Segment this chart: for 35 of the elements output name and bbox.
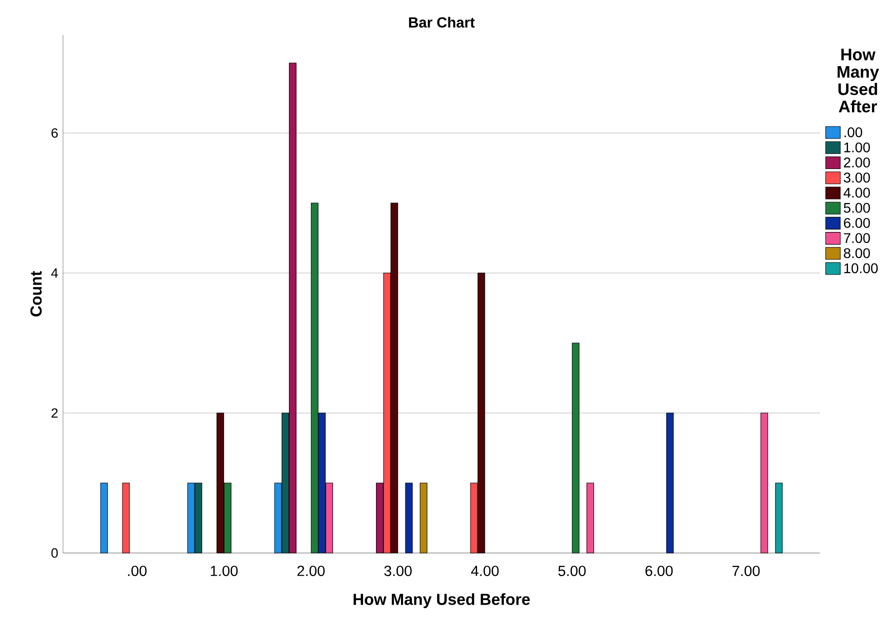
bar xyxy=(100,482,108,554)
x-tick-label: .00 xyxy=(128,566,147,576)
bar xyxy=(405,482,413,554)
bar xyxy=(420,482,428,554)
legend-label: 1.00 xyxy=(844,142,870,152)
legend-label: .00 xyxy=(844,127,862,138)
x-tick-label: 4.00 xyxy=(471,566,499,576)
y-axis-title: Count xyxy=(30,271,42,316)
x-tick-label: 1.00 xyxy=(210,566,238,576)
bar xyxy=(586,482,594,554)
legend-label: 5.00 xyxy=(844,202,870,213)
legend-label: 7.00 xyxy=(844,233,870,243)
bar xyxy=(775,482,783,554)
y-tick-label: 4 xyxy=(51,268,58,278)
x-tick-label: 3.00 xyxy=(384,566,412,576)
legend-label: 4.00 xyxy=(844,188,870,198)
x-tick-label: 5.00 xyxy=(558,566,586,576)
x-axis-title: How Many Used Before xyxy=(354,593,530,608)
bar xyxy=(666,412,674,554)
legend-title: How Many Used After xyxy=(838,48,880,112)
legend-label: 3.00 xyxy=(844,172,870,183)
y-tick-label: 0 xyxy=(51,548,58,558)
legend-label: 2.00 xyxy=(844,158,870,168)
x-tick-label: 2.00 xyxy=(297,566,325,576)
legend-label: 10.00 xyxy=(844,263,878,274)
legend-label: 6.00 xyxy=(844,218,870,228)
bar xyxy=(760,412,768,554)
bar xyxy=(572,342,580,554)
bar xyxy=(122,482,130,554)
x-tick-label: 7.00 xyxy=(732,566,760,576)
chart-title: Bar Chart xyxy=(409,16,475,28)
legend-label: 8.00 xyxy=(844,248,870,258)
y-tick-label: 2 xyxy=(52,408,58,418)
x-tick-label: 6.00 xyxy=(646,566,673,576)
y-tick-label: 6 xyxy=(52,128,58,138)
